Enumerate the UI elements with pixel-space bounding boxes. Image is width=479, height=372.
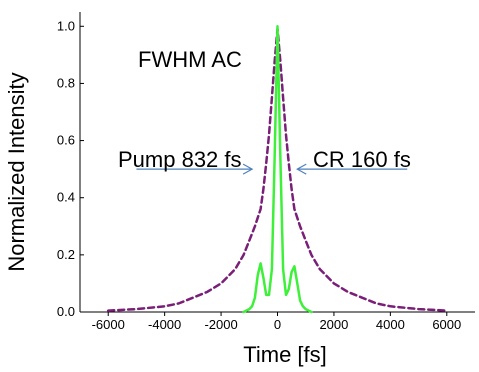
y-tick-label: 0.4 [57, 190, 75, 205]
arrow-layer [136, 163, 408, 175]
y-tick-label: 0.8 [57, 75, 75, 90]
x-tick-label: 0 [274, 317, 281, 332]
y-tick-label: 1.0 [57, 18, 75, 33]
y-tick-label: 0.6 [57, 133, 75, 148]
y-tick-label: 0.2 [57, 247, 75, 262]
y-axis-title: Normalized Intensity [4, 72, 29, 271]
annotation-pump: Pump 832 fs [118, 147, 242, 172]
arrow-head-2 [296, 163, 307, 175]
x-tick-label: 6000 [432, 317, 461, 332]
annotation-heading: FWHM AC [138, 47, 242, 72]
x-axis-title: Time [fs] [243, 342, 327, 367]
series-line-2 [242, 25, 313, 314]
series-layer [106, 25, 449, 314]
arrow-head-1 [242, 163, 254, 175]
x-ticks: -6000 -4000 -2000 0 2000 4000 6000 [92, 312, 461, 332]
x-tick-label: -2000 [204, 317, 237, 332]
y-tick-label: 0.0 [57, 304, 75, 319]
x-tick-label: -6000 [92, 317, 125, 332]
x-tick-label: 4000 [376, 317, 405, 332]
annotation-cr: CR 160 fs [313, 147, 411, 172]
y-ticks: 0.0 0.2 0.4 0.6 0.8 1.0 [57, 18, 84, 319]
x-tick-label: 2000 [319, 317, 348, 332]
x-tick-label: -4000 [148, 317, 181, 332]
